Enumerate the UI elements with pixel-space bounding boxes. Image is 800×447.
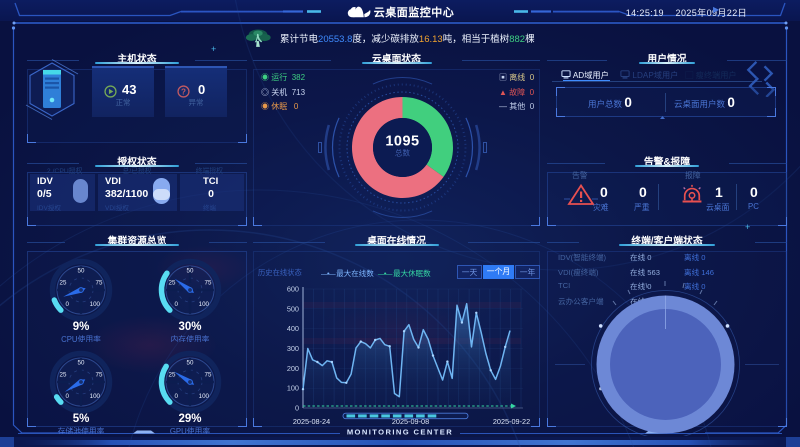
svg-text:100: 100 [198, 393, 209, 400]
svg-text:25: 25 [59, 372, 66, 379]
svg-text:30%: 30% [178, 321, 201, 333]
svg-text:100: 100 [89, 301, 100, 308]
svg-text:25: 25 [168, 280, 175, 287]
svg-text:总数: 总数 [395, 148, 410, 158]
svg-text:▶: ▶ [713, 5, 720, 14]
svg-text:GPU使用率: GPU使用率 [169, 426, 209, 434]
svg-text:75: 75 [95, 372, 102, 379]
svg-text:MONITORING CENTER: MONITORING CENTER [347, 428, 453, 437]
svg-text:存储池使用率: 存储池使用率 [57, 426, 104, 434]
svg-text:600: 600 [287, 285, 299, 294]
svg-text:100: 100 [89, 393, 100, 400]
svg-text:75: 75 [204, 372, 211, 379]
svg-text:50: 50 [77, 268, 84, 275]
svg-text:2025-08-24: 2025-08-24 [293, 417, 330, 426]
svg-text:200: 200 [287, 364, 299, 373]
svg-text:2025-09-22: 2025-09-22 [493, 417, 530, 426]
svg-text:CPU使用率: CPU使用率 [61, 334, 101, 342]
svg-text:0: 0 [65, 301, 69, 308]
svg-text:400: 400 [287, 324, 299, 333]
svg-text:0: 0 [174, 301, 178, 308]
svg-text:0: 0 [295, 404, 299, 413]
svg-text:25: 25 [59, 280, 66, 287]
svg-text:29%: 29% [178, 413, 201, 425]
svg-text:300: 300 [287, 344, 299, 353]
svg-text:5%: 5% [72, 413, 89, 425]
svg-text:75: 75 [204, 280, 211, 287]
svg-text:9%: 9% [72, 321, 89, 333]
svg-text:50: 50 [77, 360, 84, 367]
svg-text:500: 500 [287, 304, 299, 313]
svg-text:0: 0 [174, 393, 178, 400]
svg-text:0: 0 [65, 393, 69, 400]
svg-text:75: 75 [95, 280, 102, 287]
svg-text:100: 100 [287, 384, 299, 393]
svg-text:1095: 1095 [385, 134, 419, 150]
svg-text:50: 50 [186, 360, 193, 367]
svg-text:100: 100 [198, 301, 209, 308]
svg-text:50: 50 [186, 268, 193, 275]
svg-text:25: 25 [168, 372, 175, 379]
svg-text:?: ? [181, 87, 186, 96]
svg-text:内存使用率: 内存使用率 [170, 334, 209, 342]
svg-text:2025-09-08: 2025-09-08 [392, 417, 429, 426]
